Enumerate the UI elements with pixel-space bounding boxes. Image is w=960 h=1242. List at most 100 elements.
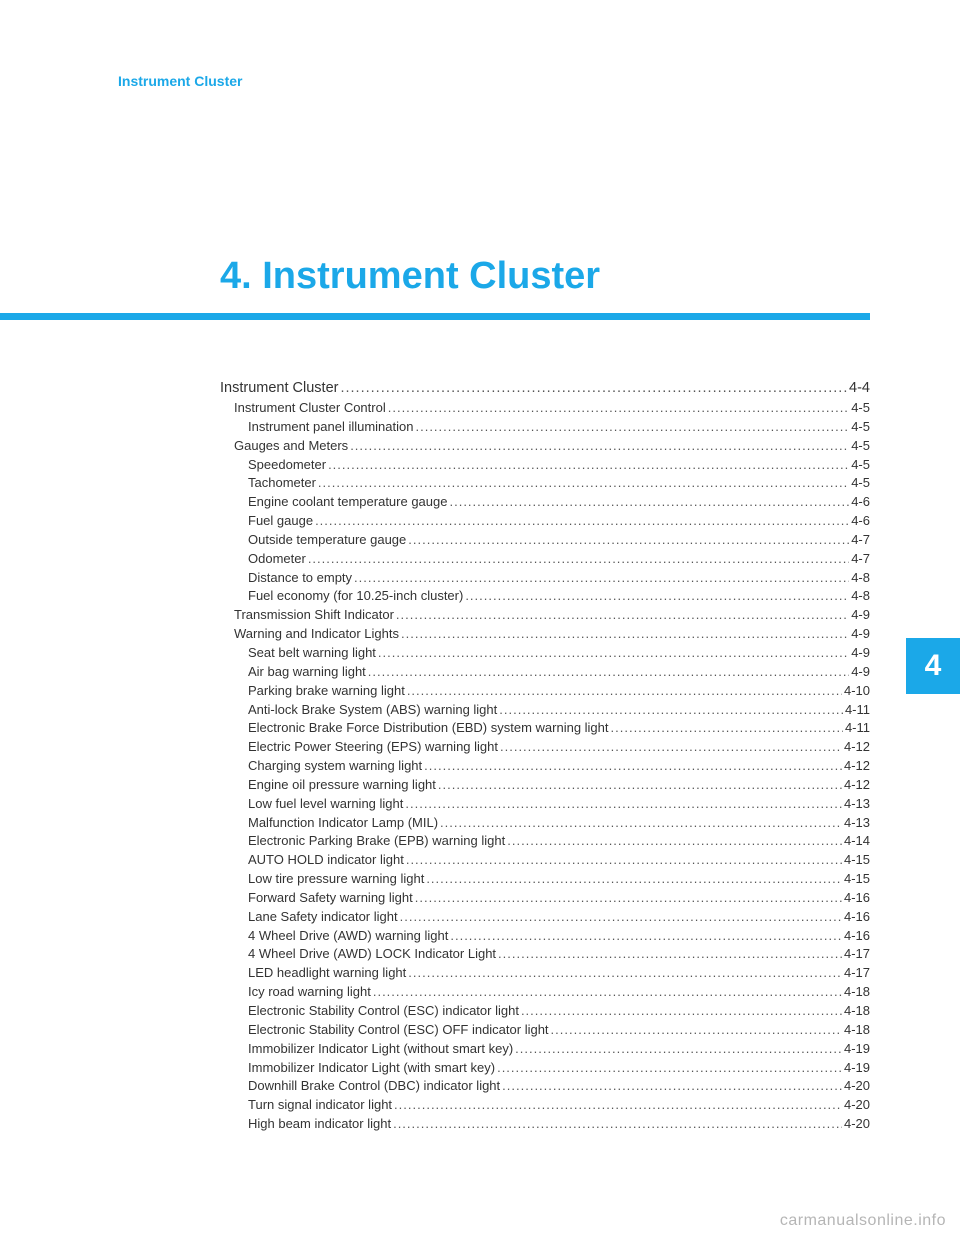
toc-page: 4-6 bbox=[851, 493, 870, 512]
toc-label: Forward Safety warning light bbox=[248, 889, 413, 908]
toc-page: 4-13 bbox=[844, 795, 870, 814]
toc-label: Outside temperature gauge bbox=[248, 531, 406, 550]
toc-page: 4-8 bbox=[851, 587, 870, 606]
chapter-title: 4. Instrument Cluster bbox=[220, 255, 600, 298]
toc-row: Fuel economy (for 10.25-inch cluster) ..… bbox=[220, 587, 870, 606]
toc-label: Engine oil pressure warning light bbox=[248, 776, 436, 795]
toc-page: 4-4 bbox=[849, 378, 870, 399]
toc-dots: ........................................… bbox=[315, 512, 849, 531]
toc-dots: ........................................… bbox=[502, 1077, 842, 1096]
toc-dots: ........................................… bbox=[440, 814, 842, 833]
toc-row: Warning and Indicator Lights............… bbox=[220, 625, 870, 644]
toc-dots: ........................................… bbox=[350, 437, 849, 456]
toc-row: Instrument Cluster Control..............… bbox=[220, 399, 870, 418]
toc-row: Distance to empty.......................… bbox=[220, 569, 870, 588]
toc-dots: ........................................… bbox=[388, 399, 849, 418]
toc-page: 4-19 bbox=[844, 1040, 870, 1059]
toc-dots: ........................................… bbox=[426, 870, 842, 889]
toc-row: Transmission Shift Indicator............… bbox=[220, 606, 870, 625]
toc-label: Speedometer bbox=[248, 456, 326, 475]
toc-page: 4-14 bbox=[844, 832, 870, 851]
toc-label: Icy road warning light bbox=[248, 983, 371, 1002]
toc-dots: ........................................… bbox=[405, 795, 842, 814]
toc-row: Instrument panel illumination...........… bbox=[220, 418, 870, 437]
toc-page: 4-17 bbox=[844, 945, 870, 964]
toc-page: 4-9 bbox=[851, 625, 870, 644]
chapter-tab: 4 bbox=[906, 638, 960, 694]
toc-page: 4-16 bbox=[844, 889, 870, 908]
toc-label: Electronic Brake Force Distribution (EBD… bbox=[248, 719, 609, 738]
header-label: Instrument Cluster bbox=[118, 73, 242, 89]
toc-row: Malfunction Indicator Lamp (MIL)........… bbox=[220, 814, 870, 833]
toc-row: Low fuel level warning light............… bbox=[220, 795, 870, 814]
toc-dots: ........................................… bbox=[408, 531, 849, 550]
toc-page: 4-12 bbox=[844, 738, 870, 757]
toc-dots: ........................................… bbox=[318, 474, 849, 493]
toc-dots: ........................................… bbox=[507, 832, 842, 851]
toc-label: Lane Safety indicator light bbox=[248, 908, 398, 927]
toc-dots: ........................................… bbox=[394, 1096, 842, 1115]
toc-page: 4-15 bbox=[844, 851, 870, 870]
toc-label: Charging system warning light bbox=[248, 757, 422, 776]
toc-label: Seat belt warning light bbox=[248, 644, 376, 663]
toc-label: Odometer bbox=[248, 550, 306, 569]
toc-page: 4-13 bbox=[844, 814, 870, 833]
toc-dots: ........................................… bbox=[499, 701, 843, 720]
toc-page: 4-20 bbox=[844, 1077, 870, 1096]
toc-row: High beam indicator light...............… bbox=[220, 1115, 870, 1134]
toc-row: Instrument Cluster......................… bbox=[220, 378, 870, 399]
toc-row: Immobilizer Indicator Light (with smart … bbox=[220, 1059, 870, 1078]
toc-dots: ........................................… bbox=[406, 851, 842, 870]
toc-label: 4 Wheel Drive (AWD) warning light bbox=[248, 927, 448, 946]
toc-row: Air bag warning light...................… bbox=[220, 663, 870, 682]
toc-dots: ........................................… bbox=[497, 1059, 842, 1078]
toc-row: Charging system warning light...........… bbox=[220, 757, 870, 776]
toc-row: Seat belt warning light.................… bbox=[220, 644, 870, 663]
toc-label: High beam indicator light bbox=[248, 1115, 391, 1134]
toc-dots: ........................................… bbox=[498, 945, 842, 964]
toc-row: Electric Power Steering (EPS) warning li… bbox=[220, 738, 870, 757]
toc-row: Engine coolant temperature gauge........… bbox=[220, 493, 870, 512]
toc-label: Immobilizer Indicator Light (without sma… bbox=[248, 1040, 513, 1059]
toc-row: 4 Wheel Drive (AWD) warning light.......… bbox=[220, 927, 870, 946]
toc-page: 4-11 bbox=[845, 719, 870, 738]
toc-label: Low fuel level warning light bbox=[248, 795, 403, 814]
toc-page: 4-5 bbox=[851, 399, 870, 418]
toc-row: Downhill Brake Control (DBC) indicator l… bbox=[220, 1077, 870, 1096]
toc-label: Downhill Brake Control (DBC) indicator l… bbox=[248, 1077, 500, 1096]
toc-dots: ........................................… bbox=[400, 908, 842, 927]
toc-dots: ........................................… bbox=[415, 889, 842, 908]
toc-page: 4-6 bbox=[851, 512, 870, 531]
toc-page: 4-20 bbox=[844, 1115, 870, 1134]
toc-dots: ........................................… bbox=[424, 757, 842, 776]
toc-dots: ........................................… bbox=[551, 1021, 842, 1040]
toc-row: Electronic Brake Force Distribution (EBD… bbox=[220, 719, 870, 738]
toc-row: LED headlight warning light.............… bbox=[220, 964, 870, 983]
title-underline bbox=[0, 313, 870, 320]
toc-row: Gauges and Meters.......................… bbox=[220, 437, 870, 456]
toc-row: Electronic Stability Control (ESC) indic… bbox=[220, 1002, 870, 1021]
toc-label: Malfunction Indicator Lamp (MIL) bbox=[248, 814, 438, 833]
toc-page: 4-5 bbox=[851, 474, 870, 493]
toc-dots: ........................................… bbox=[438, 776, 842, 795]
toc-row: 4 Wheel Drive (AWD) LOCK Indicator Light… bbox=[220, 945, 870, 964]
toc-label: Instrument Cluster bbox=[220, 378, 338, 399]
toc-page: 4-16 bbox=[844, 927, 870, 946]
toc-row: Immobilizer Indicator Light (without sma… bbox=[220, 1040, 870, 1059]
toc-label: Fuel gauge bbox=[248, 512, 313, 531]
toc-dots: ........................................… bbox=[450, 927, 842, 946]
toc-label: Electronic Stability Control (ESC) indic… bbox=[248, 1002, 519, 1021]
toc-page: 4-17 bbox=[844, 964, 870, 983]
toc-row: Engine oil pressure warning light.......… bbox=[220, 776, 870, 795]
toc-page: 4-7 bbox=[851, 531, 870, 550]
toc-row: Fuel gauge..............................… bbox=[220, 512, 870, 531]
toc-page: 4-18 bbox=[844, 1021, 870, 1040]
toc-page: 4-11 bbox=[845, 701, 870, 720]
toc-dots: ........................................… bbox=[401, 625, 849, 644]
toc-page: 4-8 bbox=[851, 569, 870, 588]
toc-dots: ........................................… bbox=[408, 964, 842, 983]
toc-dots: ........................................… bbox=[521, 1002, 842, 1021]
toc-dots: ........................................… bbox=[415, 418, 849, 437]
toc-page: 4-7 bbox=[851, 550, 870, 569]
toc-dots: ........................................… bbox=[328, 456, 849, 475]
